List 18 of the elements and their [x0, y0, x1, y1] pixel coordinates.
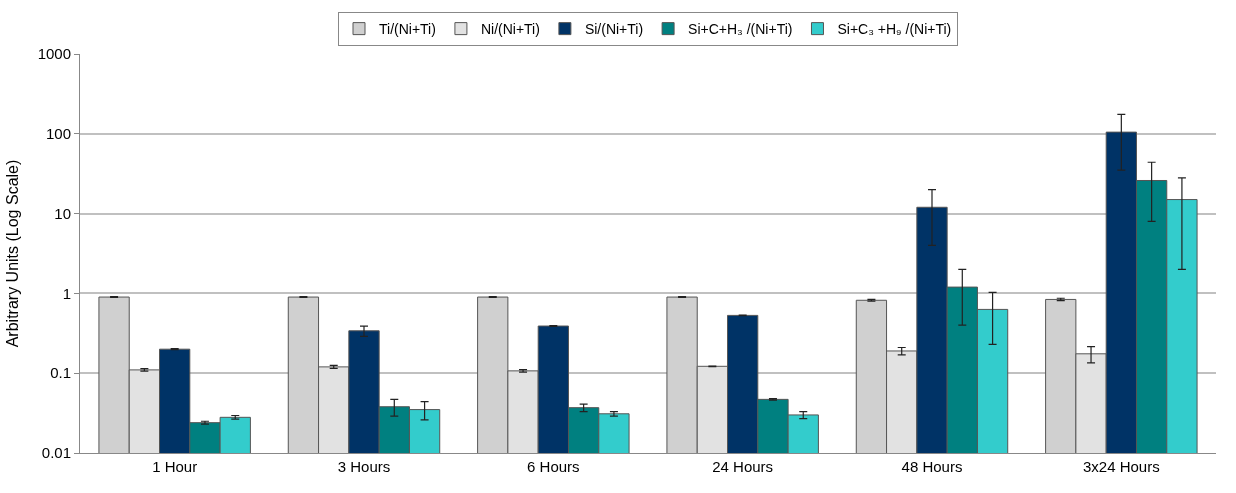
y-tick-label: 1000 [37, 45, 71, 63]
x-tick-label: 3x24 Hours [1082, 458, 1160, 475]
y-axis-title: Arbitrary Units (Log Scale) [3, 159, 21, 348]
x-tick-label: 24 Hours [712, 458, 774, 475]
y-tick-label: 10 [54, 204, 71, 222]
y-tick-label: 0.01 [41, 444, 71, 462]
y-tick-label: 1 [62, 284, 71, 302]
legend-label: Ti/(Ni+Ti) [379, 21, 436, 38]
x-tick-label: 1 Hour [152, 458, 198, 475]
y-tick-label: 0.1 [50, 364, 71, 382]
legend-label: Ni/(Ni+Ti) [480, 21, 540, 38]
legend-label: Si+C+H₃ /(Ni+Ti) [688, 21, 793, 38]
y-tick-label: 100 [45, 125, 71, 143]
legend-label: Si+C₃ +H₉ /(Ni+Ti) [837, 21, 952, 38]
x-tick-label: 3 Hours [337, 458, 391, 475]
x-tick-label: 48 Hours [901, 458, 963, 475]
x-tick-label: 6 Hours [527, 458, 580, 475]
legend-label: Si/(Ni+Ti) [584, 21, 644, 38]
